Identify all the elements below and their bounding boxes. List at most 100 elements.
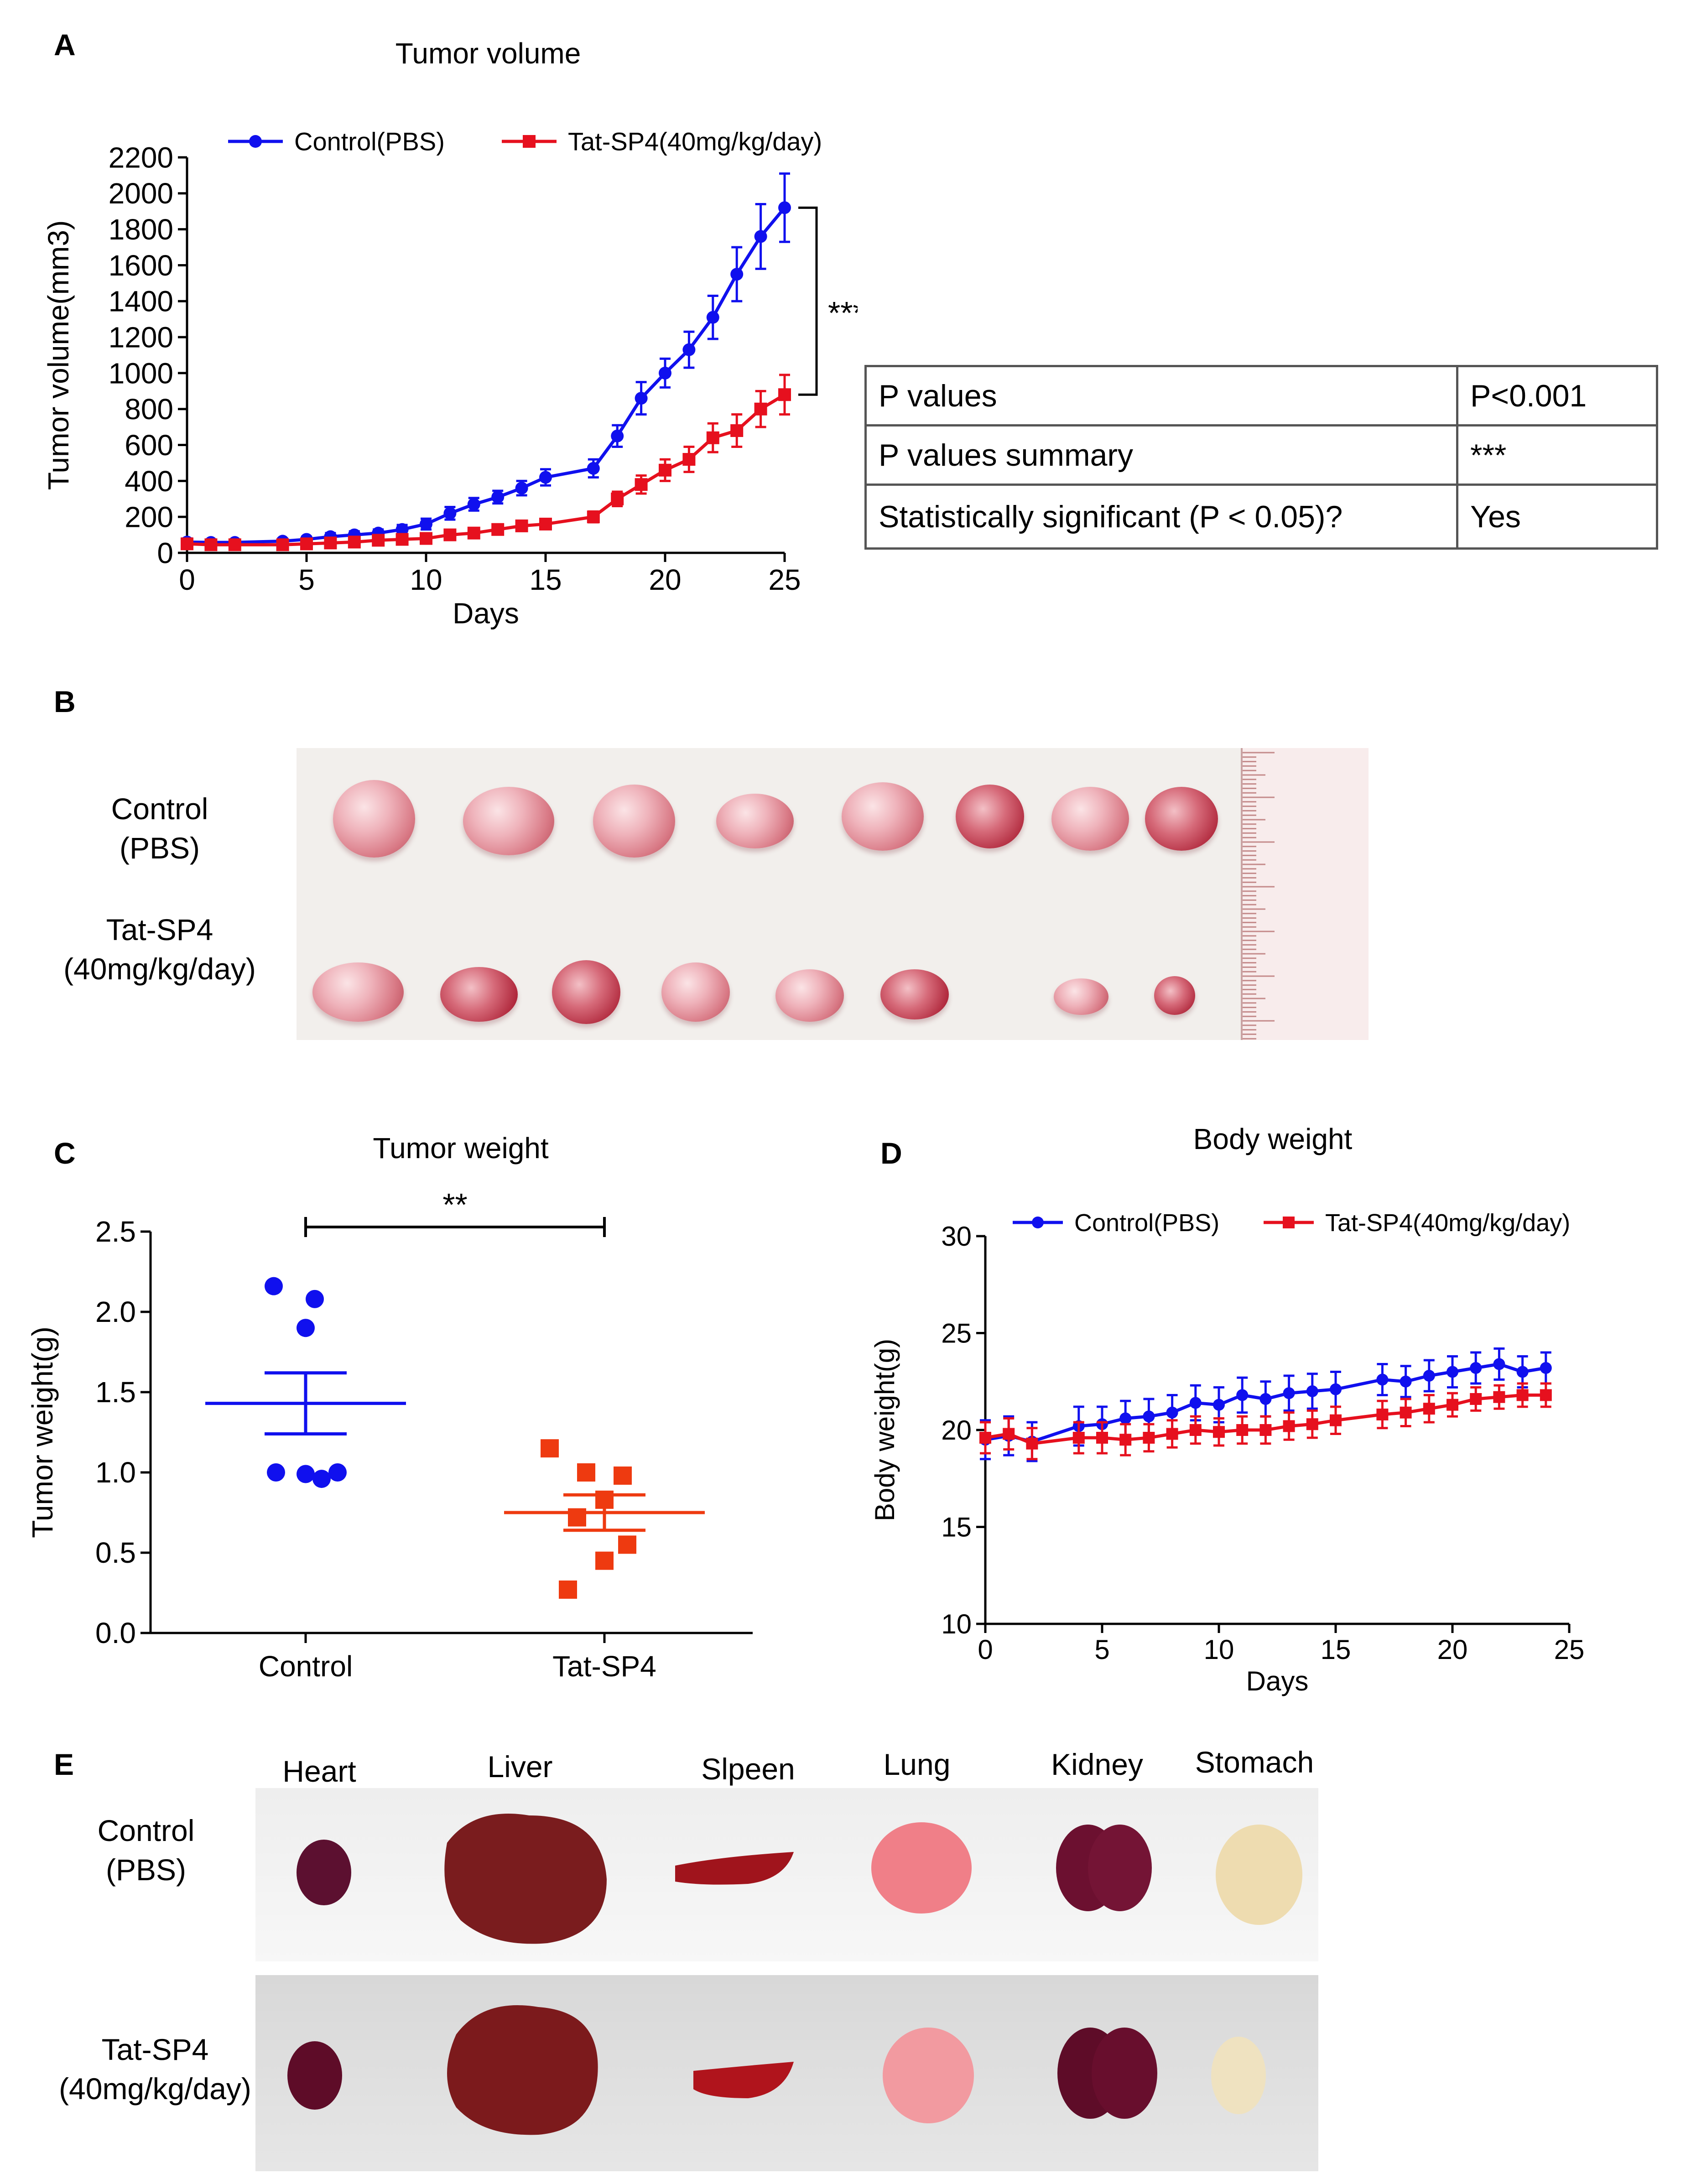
table-cell-value: P<0.001 — [1456, 365, 1658, 426]
body-weight-data-point — [1540, 1389, 1552, 1401]
tumor-volume-x-tick-label: 10 — [410, 563, 442, 596]
body-weight-legend-label: Tat-SP4(40mg/kg/day) — [1325, 1209, 1570, 1237]
stomach-image — [1216, 1825, 1302, 1925]
row-label-line: Control — [97, 1814, 195, 1847]
tumor-weight-data-point — [297, 1465, 315, 1483]
body-weight-x-tick-label: 5 — [1094, 1634, 1109, 1665]
body-weight-data-point — [1143, 1432, 1155, 1444]
tumor-volume-data-point — [395, 533, 409, 546]
tumor-weight-y-tick-label: 0.5 — [95, 1536, 136, 1569]
tumor-volume-data-point — [372, 534, 385, 547]
panel-b-row-label-control: Control (PBS) — [41, 789, 278, 868]
tumor-weight-data-point — [541, 1439, 559, 1458]
tumor-volume-x-tick-label: 25 — [768, 563, 801, 596]
tumor-weight-data-point — [559, 1580, 577, 1599]
tumor-volume-data-point — [204, 538, 218, 551]
tumor-image — [956, 785, 1024, 848]
body-weight-y-tick-label: 25 — [941, 1318, 972, 1349]
row-label-line: (40mg/kg/day) — [63, 952, 256, 986]
heart-image — [297, 1840, 351, 1905]
tumor-volume-data-point — [682, 453, 696, 466]
tumor-weight-chart: 0.0 0.5 1.0 1.5 2.0 2.5 Tumor weight(g) Control… — [26, 1187, 753, 1683]
body-weight-data-point — [1072, 1432, 1085, 1444]
tumor-volume-y-tick-label: 1800 — [109, 213, 173, 246]
body-weight-data-point — [1376, 1409, 1389, 1420]
tumor-volume-data-point — [300, 537, 313, 551]
tumor-volume-data-point — [395, 523, 409, 536]
body-weight-x-tick-label: 10 — [1204, 1634, 1234, 1665]
body-weight-data-point — [979, 1432, 991, 1444]
tumor-volume-series-line-0 — [187, 207, 786, 544]
tumor-volume-x-tick-label: 0 — [179, 563, 195, 596]
panel-a-letter: A — [54, 28, 76, 62]
lung-image — [883, 2028, 974, 2123]
tumor-volume-data-point — [706, 431, 719, 444]
tumor-volume-y-tick-label: 400 — [125, 465, 173, 498]
ruler-image — [1241, 748, 1369, 1040]
p-value-table: P values P<0.001 P values summary *** St… — [864, 365, 1658, 550]
tumor-volume-data-point — [228, 538, 241, 551]
tumor-image — [1054, 978, 1108, 1015]
tumor-volume-data-point — [611, 429, 624, 442]
tumor-weight-y-tick-label: 0.0 — [95, 1617, 136, 1649]
tumor-volume-data-point — [515, 519, 528, 532]
tumor-volume-y-tick-label: 2000 — [109, 177, 173, 210]
stomach-image — [1211, 2037, 1266, 2114]
tumor-volume-legend-label: Control(PBS) — [294, 127, 445, 156]
tumor-volume-legend-marker — [523, 135, 536, 148]
tumor-weight-data-point — [265, 1277, 283, 1295]
liver-image — [444, 1814, 607, 1944]
body-weight-data-point — [1003, 1428, 1015, 1440]
panel-e-letter: E — [54, 1747, 74, 1781]
body-weight-data-point — [1119, 1434, 1132, 1446]
tumor-volume-y-tick-label: 1400 — [109, 285, 173, 318]
tumor-volume-data-point — [611, 492, 624, 505]
tumor-volume-data-point — [539, 517, 552, 530]
tumor-volume-data-point — [420, 532, 432, 545]
row-label-line: (PBS) — [105, 1853, 187, 1887]
tumor-weight-data-point — [595, 1551, 614, 1570]
organ-drawings-treated — [287, 2005, 1266, 2135]
tumor-image — [716, 794, 794, 848]
body-weight-data-point — [1259, 1424, 1272, 1436]
body-weight-y-tick-label: 10 — [941, 1609, 972, 1639]
tumor-volume-data-point — [276, 538, 289, 551]
tumor-weight-data-point — [306, 1290, 324, 1308]
tumor-image — [1051, 787, 1129, 851]
body-weight-x-tick-label: 25 — [1554, 1634, 1585, 1665]
body-weight-chart: 10 15 20 25 30 0 5 10 15 20 25 Days Body weight(g) Co… — [869, 1209, 1585, 1696]
tumor-volume-data-point — [659, 366, 671, 380]
table-row: Statistically significant (P < 0.05)? Ye… — [864, 484, 1658, 550]
tumor-volume-data-point — [324, 536, 337, 550]
tumor-image — [593, 785, 675, 858]
significance-label: ** — [442, 1187, 467, 1222]
panel-e-row-label-treated: Tat-SP4 (40mg/kg/day) — [36, 2030, 274, 2108]
tumor-volume-y-label: Tumor volume(mm3) — [42, 220, 75, 490]
tumor-volume-data-point — [635, 478, 648, 491]
tumor-volume-data-point — [515, 482, 528, 495]
body-weight-y-tick-label: 15 — [941, 1512, 972, 1543]
tumor-volume-data-point — [706, 311, 719, 324]
tumor-volume-y-tick-label: 600 — [125, 429, 173, 462]
table-row: P values summary *** — [864, 424, 1658, 486]
tumor-volume-data-point — [659, 463, 671, 477]
organ-label-liver: Liver — [487, 1750, 553, 1784]
tumor-volume-x-tick-label: 15 — [529, 563, 562, 596]
panel-d-letter: D — [880, 1136, 902, 1170]
body-weight-legend-label: Control(PBS) — [1074, 1209, 1219, 1237]
tumor-volume-legend-marker — [249, 135, 262, 148]
tumor-weight-data-point — [312, 1470, 331, 1488]
table-cell-value: *** — [1456, 424, 1658, 486]
lung-image — [871, 1822, 972, 1914]
tumor-image — [333, 780, 415, 858]
body-weight-y-tick-label: 30 — [941, 1221, 972, 1252]
tumor-volume-data-point — [754, 230, 767, 243]
tumor-weight-data-point — [577, 1463, 595, 1482]
tumor-volume-data-point — [491, 523, 505, 536]
tumor-volume-data-point — [778, 201, 791, 214]
row-label-line: Tat-SP4 — [101, 2033, 209, 2066]
organ-photo-control — [255, 1788, 1318, 1961]
tumor-image — [661, 962, 730, 1022]
body-weight-data-point — [1306, 1418, 1318, 1430]
body-weight-data-point — [1447, 1366, 1458, 1378]
